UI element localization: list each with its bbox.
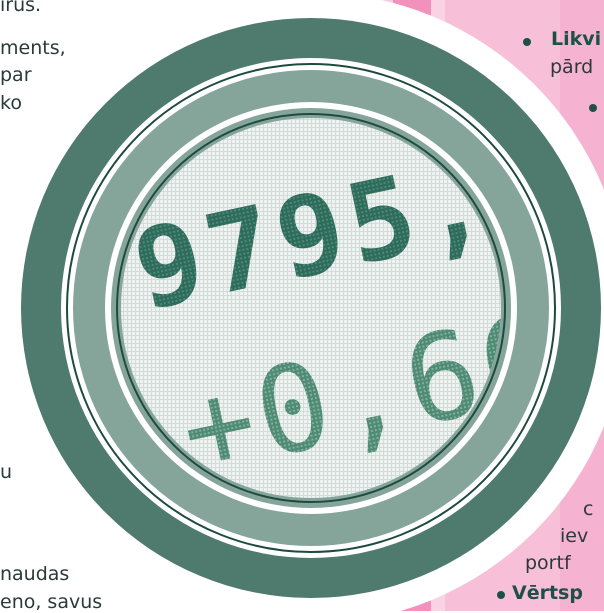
lcd-edge (116, 113, 506, 503)
left-text-fragment: irus. (0, 0, 42, 16)
left-text-fragment: eno, savus (0, 591, 103, 613)
right-text-fragment: c (583, 498, 594, 520)
left-text-fragment: par (0, 64, 32, 86)
right-text-fragment: iev (560, 525, 589, 547)
thin-ring (66, 63, 556, 553)
left-text-fragment: u (0, 461, 13, 483)
bullet-icon (497, 591, 505, 599)
bullet-icon (523, 38, 531, 46)
right-text-fragment: pārd (550, 56, 594, 78)
left-text-fragment: ments, (0, 37, 66, 59)
left-text-fragment: ko (0, 92, 22, 114)
bullet-icon (589, 104, 597, 112)
right-heading: Likvi (551, 28, 602, 50)
right-heading: Vērtsp (512, 582, 583, 604)
right-text-fragment: portf (525, 552, 571, 574)
left-text-fragment: naudas (0, 563, 70, 585)
